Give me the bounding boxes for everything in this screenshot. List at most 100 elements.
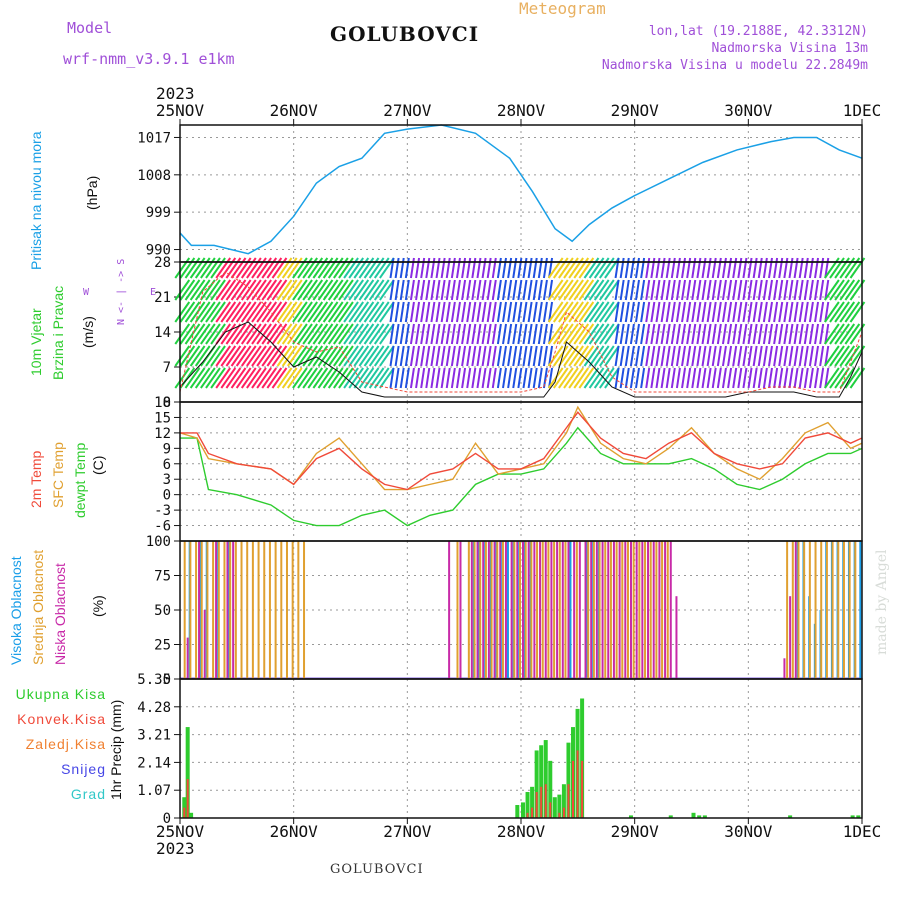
precip-bar-conv xyxy=(576,750,579,818)
wind-barb xyxy=(353,345,370,367)
cloud-bar-mid xyxy=(536,541,539,679)
wind-barb xyxy=(645,257,651,279)
wind-barb xyxy=(681,367,687,389)
wind-barb xyxy=(276,301,293,323)
wind-barb xyxy=(593,323,610,345)
wind-barb xyxy=(808,323,814,345)
wind-barb xyxy=(189,323,206,345)
wind-barb xyxy=(629,345,635,367)
wind-barb xyxy=(420,279,426,301)
cloud-bar-low xyxy=(510,541,513,679)
precip-bar-total xyxy=(668,815,673,818)
wind-barb xyxy=(389,367,395,389)
wind-barb xyxy=(824,367,840,389)
wind-barb xyxy=(251,301,267,323)
wind-barb xyxy=(752,323,758,345)
wind-barb xyxy=(466,345,472,367)
wind-barb xyxy=(757,301,763,323)
wind-barb xyxy=(353,367,370,389)
wind-barb xyxy=(619,301,625,323)
cloud-bar-low xyxy=(533,541,536,679)
wind-barb xyxy=(716,257,722,279)
wind-barb xyxy=(839,279,856,301)
wind-barb xyxy=(507,301,513,323)
wind-barb xyxy=(240,323,257,345)
wind-barb xyxy=(732,279,738,301)
wind-barb xyxy=(317,323,334,345)
wind-barb xyxy=(635,257,640,279)
precip-bar-total xyxy=(580,698,585,818)
date-label-top: 26NOV xyxy=(270,101,319,120)
cloud-bar-low xyxy=(556,541,559,679)
wind-barb xyxy=(552,367,569,389)
wind-barb xyxy=(640,257,646,279)
cloud-bar-low xyxy=(641,541,644,679)
wind-barb xyxy=(686,323,692,345)
wind-barb xyxy=(527,257,533,279)
wind-barb xyxy=(179,323,196,345)
cloud-bar-low xyxy=(584,541,587,679)
wind-barb xyxy=(614,345,620,367)
wind-barb xyxy=(824,323,830,345)
cloud-bar-mid xyxy=(183,541,186,679)
wind-barb xyxy=(742,345,748,367)
cloud-bar-mid xyxy=(257,541,260,679)
cloud-bar-mid xyxy=(212,541,215,679)
cloud-bar-mid xyxy=(553,541,556,679)
wind-barb xyxy=(839,323,856,345)
wind-barb xyxy=(461,279,467,301)
wind-barb xyxy=(338,323,354,345)
cloud-bar-mid xyxy=(280,541,283,679)
cloud-bar-low xyxy=(595,541,598,679)
wind-barb xyxy=(701,345,707,367)
wind-barb xyxy=(343,279,359,301)
wind-barb xyxy=(425,345,431,367)
wind-barb xyxy=(502,367,508,389)
wind-barb xyxy=(240,301,257,323)
wind-barb xyxy=(189,301,206,323)
wind-barb xyxy=(246,279,262,301)
precip-bar-total xyxy=(552,797,557,818)
wind-barb xyxy=(532,257,538,279)
wind-barb xyxy=(420,345,426,367)
wind-barb xyxy=(491,323,497,345)
wind-barb xyxy=(839,367,856,389)
wind-barb xyxy=(614,323,620,345)
wind-barb xyxy=(399,323,405,345)
wind-barb xyxy=(271,367,288,389)
panel-frame-precip xyxy=(179,678,863,819)
wind-barb xyxy=(619,257,625,279)
wind-barb xyxy=(650,367,656,389)
wind-barb xyxy=(184,367,201,389)
wind-barb xyxy=(379,367,395,389)
wind-barb xyxy=(302,345,318,367)
wind-barb xyxy=(435,345,441,367)
wind-barb xyxy=(752,301,758,323)
wind-barb xyxy=(312,323,329,345)
wind-barb xyxy=(358,301,375,323)
precip-bar-total xyxy=(185,727,190,818)
wind-barb xyxy=(466,279,472,301)
wind-barb xyxy=(824,345,830,367)
wind-barb xyxy=(803,345,809,367)
wind-barb xyxy=(507,257,513,279)
wind-barb xyxy=(793,367,799,389)
wind-barb xyxy=(614,367,620,389)
wind-barb xyxy=(563,301,579,323)
wind-barb xyxy=(307,367,324,389)
wind-barb xyxy=(814,323,820,345)
wind-barb xyxy=(481,323,487,345)
wind-barb xyxy=(696,367,702,389)
wind-barb xyxy=(455,367,461,389)
wind-barb xyxy=(486,301,492,323)
wind-barb xyxy=(752,257,758,279)
cloud-bar-mid xyxy=(837,541,840,679)
wind-barb xyxy=(517,279,523,301)
wind-barb xyxy=(588,279,605,301)
wind-barb xyxy=(476,323,482,345)
cloud-bar-high xyxy=(506,541,509,679)
wind-barb xyxy=(788,323,794,345)
wind-barb xyxy=(824,301,830,323)
wind-barb xyxy=(727,279,733,301)
wind-barb xyxy=(399,367,405,389)
